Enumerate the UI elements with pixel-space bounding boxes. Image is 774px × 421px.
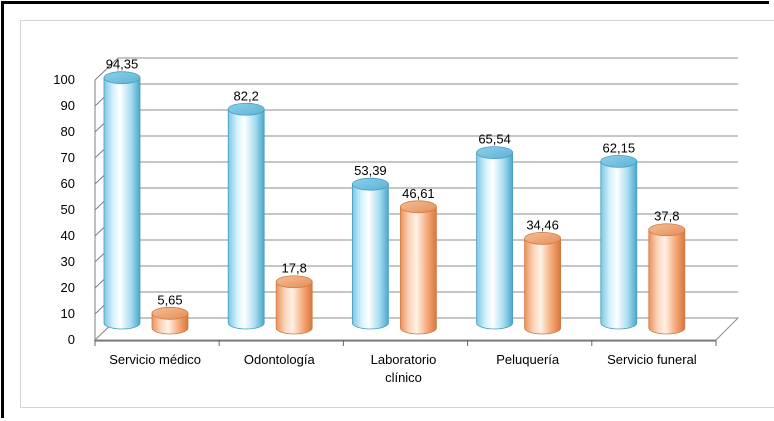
- data-label: 37,8: [654, 209, 679, 224]
- data-label: 46,61: [402, 186, 435, 201]
- bar-top: [476, 146, 514, 159]
- bar-top: [600, 155, 638, 168]
- data-label: 82,2: [234, 88, 259, 103]
- bar-series-1: [227, 102, 265, 330]
- data-label: 5,65: [157, 292, 182, 307]
- x-category-label: Odontología: [244, 352, 316, 367]
- bar-series-2: [524, 232, 561, 335]
- bar-top: [103, 71, 141, 85]
- grid-depth-line: [94, 57, 119, 81]
- data-label: 94,35: [106, 57, 139, 72]
- bar-body: [103, 77, 141, 330]
- bar-top: [275, 275, 313, 289]
- y-tick-label: 70: [61, 150, 75, 165]
- bar-top: [227, 102, 265, 116]
- y-tick-label: 50: [61, 202, 75, 217]
- bar-body: [352, 183, 389, 330]
- y-tick-label: 0: [68, 332, 75, 347]
- x-category-label: Servicio médico: [109, 352, 201, 367]
- bar-top: [151, 306, 189, 320]
- x-category-label: Servicio funeral: [607, 352, 697, 367]
- bar-top: [524, 232, 561, 245]
- bar-series-1: [600, 155, 638, 330]
- bar-series-2: [275, 275, 313, 335]
- bar-series-1: [351, 177, 389, 330]
- bar-series-1: [476, 146, 514, 330]
- bar-top: [648, 223, 686, 237]
- data-label: 65,54: [478, 132, 511, 147]
- bar-body: [476, 152, 513, 330]
- y-tick-label: 20: [61, 280, 75, 295]
- y-tick-label: 40: [61, 228, 75, 243]
- bar-series-1: [103, 71, 141, 330]
- x-category-label: Laboratorio: [371, 352, 437, 367]
- y-tick-label: 10: [61, 306, 75, 321]
- bar-body: [227, 108, 265, 330]
- y-tick-label: 80: [61, 124, 75, 139]
- y-tick-label: 100: [53, 72, 75, 87]
- x-category-label: clínico: [385, 370, 422, 385]
- bar-body: [600, 161, 638, 330]
- bar-body: [275, 281, 313, 335]
- x-category-label: Peluquería: [496, 352, 560, 367]
- data-label: 17,8: [282, 261, 307, 276]
- data-label: 53,39: [354, 163, 387, 178]
- bar-body: [400, 206, 437, 335]
- y-tick-label: 90: [61, 98, 75, 113]
- bar-series-2: [399, 200, 437, 335]
- bar-body: [524, 238, 561, 335]
- bar-series-2: [648, 223, 686, 335]
- bar-series-2: [151, 306, 189, 335]
- y-tick-label: 60: [61, 176, 75, 191]
- y-tick-label: 30: [61, 254, 75, 269]
- bar-body: [648, 229, 686, 335]
- bar-top: [399, 200, 437, 214]
- data-label: 62,15: [603, 140, 636, 155]
- bar-top: [351, 177, 389, 191]
- data-label: 34,46: [526, 217, 559, 232]
